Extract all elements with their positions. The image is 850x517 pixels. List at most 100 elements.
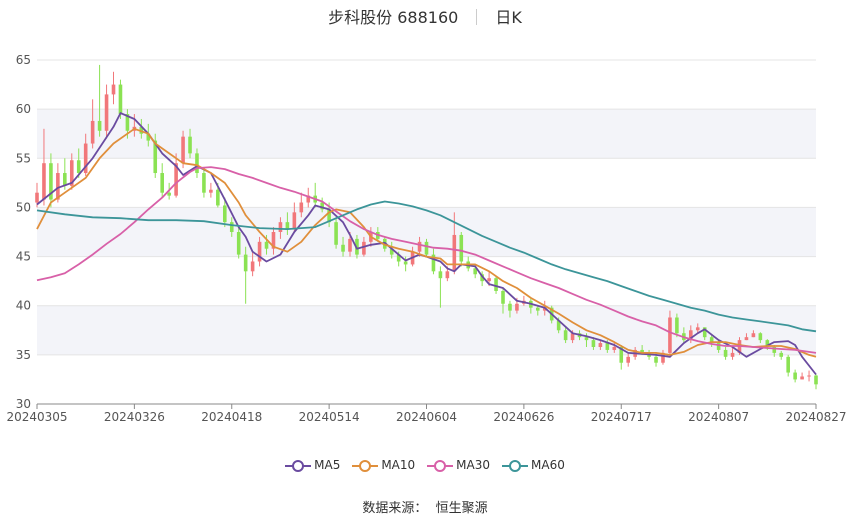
candle [675, 313, 679, 338]
chart-title: 步科股份 688160 日K [0, 4, 850, 28]
candle [35, 182, 39, 208]
candle [751, 330, 756, 338]
candle-body [76, 160, 81, 174]
candle-body [668, 317, 672, 353]
candle [709, 335, 714, 347]
stock-name-code: 步科股份 688160 [328, 8, 459, 27]
candle [202, 168, 206, 198]
candle [181, 130, 185, 169]
candle-body [285, 222, 290, 230]
candle [160, 163, 164, 198]
x-axis-ticks: 20240305 20240326 20240418 20240514 20240604… [6, 403, 847, 424]
candle [793, 369, 797, 383]
candle [786, 354, 790, 377]
candle-body [661, 352, 665, 363]
candle-body [341, 244, 345, 252]
candle [661, 349, 665, 365]
y-tick-label: 60 [16, 102, 31, 116]
legend-label: MA30 [456, 458, 491, 473]
candle [480, 271, 484, 287]
candle-body [209, 189, 213, 193]
candle-body [702, 327, 707, 338]
candle-body [730, 352, 735, 357]
legend-item-ma30[interactable]: MA30 [427, 458, 490, 473]
candle-body [69, 160, 74, 186]
legend-label: MA60 [531, 458, 565, 473]
candle-body [445, 271, 450, 279]
candle-body [438, 271, 443, 279]
ma-lines [36, 112, 817, 376]
candle-body [146, 133, 151, 141]
candle-body [654, 356, 658, 363]
candle [438, 266, 443, 308]
candle-body [563, 330, 568, 341]
y-tick-label: 35 [16, 348, 31, 362]
candle [508, 300, 512, 318]
candle-body [222, 205, 227, 223]
candle-body [202, 173, 206, 193]
candle-body [612, 346, 617, 350]
candle-body [814, 375, 818, 385]
candle [236, 227, 241, 259]
candle-body [695, 327, 700, 331]
x-tick-label: 20240418 [201, 410, 262, 424]
candle [174, 153, 178, 198]
candle-body [403, 261, 408, 265]
candle-body [605, 343, 610, 350]
legend-item-ma10[interactable]: MA10 [352, 458, 415, 473]
candle-body [598, 343, 603, 347]
candle [243, 246, 248, 304]
candle [459, 232, 464, 267]
candle [779, 350, 784, 360]
candle-body [63, 173, 67, 186]
candle-body [216, 189, 220, 206]
legend-item-ma60[interactable]: MA60 [502, 458, 565, 473]
candle-body [278, 222, 283, 232]
candle-body [153, 140, 158, 174]
legend-marker-icon [352, 459, 379, 472]
period-label: 日K [495, 8, 522, 27]
y-axis-ticks: 30 35 40 45 50 55 60 65 [16, 53, 31, 411]
candle-body [640, 349, 644, 353]
candle-body [229, 222, 234, 232]
candle-body [473, 268, 477, 275]
candle-body [327, 209, 331, 223]
candle-body [306, 195, 311, 203]
candle-body [320, 202, 324, 210]
candle [431, 248, 436, 275]
candle-body [772, 346, 777, 353]
source-label: 数据来源： [362, 501, 428, 516]
candle [758, 332, 763, 344]
candle-body [174, 163, 178, 196]
candle [744, 333, 749, 341]
candle-body [508, 303, 512, 311]
x-tick-label: 20240514 [299, 410, 360, 424]
legend-item-ma5[interactable]: MA5 [285, 458, 340, 473]
candle-body [793, 372, 797, 380]
candle-body [591, 340, 596, 347]
y-tick-label: 55 [16, 151, 31, 165]
candle-body [709, 337, 714, 344]
candle-body [264, 241, 269, 249]
x-tick-label: 20240305 [6, 410, 67, 424]
y-tick-label: 40 [16, 299, 31, 313]
candle-body [160, 173, 164, 193]
candle-body [299, 202, 304, 213]
candle [626, 352, 631, 367]
legend: MA5 MA10 MA30 MA60 [0, 458, 850, 473]
ma-line-ma60 [36, 200, 817, 333]
candle [76, 148, 81, 178]
candle-body [431, 254, 436, 272]
candle [341, 236, 345, 257]
title-separator [476, 9, 478, 25]
candle-body [480, 274, 484, 282]
candle-body [501, 290, 505, 304]
candle-body [97, 120, 102, 131]
candle-body [494, 278, 498, 291]
candle-body [779, 352, 784, 357]
candle [250, 251, 255, 277]
candle-body [292, 212, 297, 230]
candle-body [236, 232, 241, 255]
candle [56, 163, 60, 203]
